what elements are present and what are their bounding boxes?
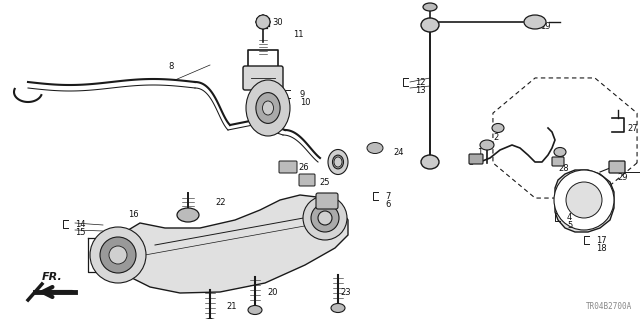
Circle shape — [256, 15, 270, 29]
Text: 12: 12 — [415, 78, 426, 87]
Ellipse shape — [331, 303, 345, 313]
FancyBboxPatch shape — [299, 174, 315, 186]
Circle shape — [318, 211, 332, 225]
Ellipse shape — [262, 101, 273, 115]
Ellipse shape — [421, 18, 439, 32]
Text: 1: 1 — [477, 148, 483, 157]
Text: 18: 18 — [596, 244, 607, 253]
FancyBboxPatch shape — [316, 193, 338, 209]
FancyBboxPatch shape — [552, 157, 564, 166]
Ellipse shape — [246, 80, 290, 136]
Text: FR.: FR. — [42, 272, 62, 282]
Ellipse shape — [333, 155, 344, 169]
Circle shape — [566, 182, 602, 218]
Ellipse shape — [328, 150, 348, 174]
Text: 16: 16 — [128, 210, 139, 219]
Text: 27: 27 — [627, 124, 637, 133]
Text: 15: 15 — [75, 228, 86, 237]
Text: 6: 6 — [385, 200, 390, 209]
Text: 26: 26 — [298, 163, 308, 172]
Text: 20: 20 — [267, 288, 278, 297]
Polygon shape — [555, 170, 614, 232]
Text: 24: 24 — [393, 148, 403, 157]
Text: 11: 11 — [293, 30, 303, 39]
Text: 29: 29 — [617, 173, 627, 182]
FancyBboxPatch shape — [279, 161, 297, 173]
Ellipse shape — [334, 157, 342, 167]
Ellipse shape — [492, 123, 504, 132]
Text: TR04B2700A: TR04B2700A — [586, 302, 632, 311]
Circle shape — [303, 196, 347, 240]
Text: 21: 21 — [226, 302, 237, 311]
Text: 14: 14 — [75, 220, 86, 229]
Text: 9: 9 — [300, 90, 305, 99]
Ellipse shape — [421, 155, 439, 169]
Circle shape — [311, 204, 339, 232]
Text: 25: 25 — [319, 178, 330, 187]
Text: 7: 7 — [385, 192, 390, 201]
Ellipse shape — [480, 140, 494, 150]
Text: 23: 23 — [340, 288, 351, 297]
Ellipse shape — [203, 318, 217, 319]
Text: 28: 28 — [558, 164, 568, 173]
FancyBboxPatch shape — [609, 161, 625, 173]
FancyBboxPatch shape — [243, 66, 283, 90]
Text: 22: 22 — [215, 198, 225, 207]
Text: 10: 10 — [300, 98, 310, 107]
Text: 3: 3 — [468, 158, 474, 167]
Circle shape — [90, 227, 146, 283]
Text: 17: 17 — [596, 236, 607, 245]
Ellipse shape — [554, 147, 566, 157]
Text: 30: 30 — [272, 18, 283, 27]
Text: 4: 4 — [567, 213, 572, 222]
Ellipse shape — [367, 143, 383, 153]
Text: 2: 2 — [558, 155, 563, 164]
Text: 8: 8 — [168, 62, 173, 71]
Text: 13: 13 — [415, 86, 426, 95]
FancyBboxPatch shape — [469, 154, 483, 164]
Text: 19: 19 — [540, 22, 550, 31]
Text: 5: 5 — [567, 221, 572, 230]
Ellipse shape — [423, 3, 437, 11]
Circle shape — [100, 237, 136, 273]
Ellipse shape — [177, 208, 199, 222]
Circle shape — [554, 170, 614, 230]
Ellipse shape — [256, 93, 280, 123]
Text: 2: 2 — [493, 133, 499, 142]
Polygon shape — [108, 195, 348, 293]
Ellipse shape — [524, 15, 546, 29]
Ellipse shape — [248, 306, 262, 315]
Circle shape — [109, 246, 127, 264]
